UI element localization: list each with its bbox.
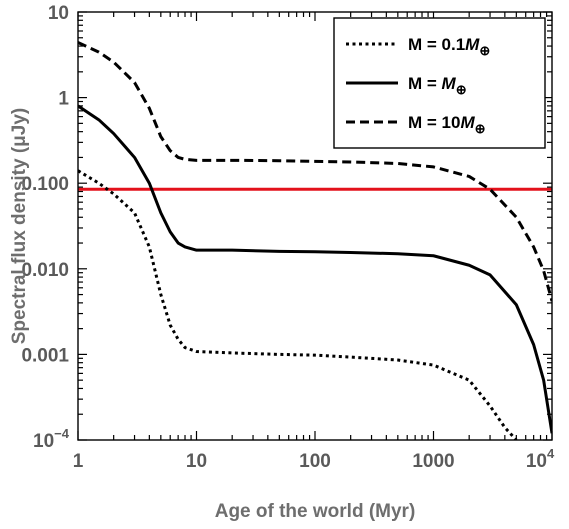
plot-frame xyxy=(77,11,553,441)
series-line-dashed xyxy=(78,41,552,302)
y-tick-label: 0.010 xyxy=(21,260,69,281)
x-axis-label: Age of the world (Myr) xyxy=(215,501,416,522)
x-tick-label: 100 xyxy=(299,451,331,472)
y-tick-label: 10−4 xyxy=(33,426,70,452)
x-tick-label: 1000 xyxy=(412,451,454,472)
y-tick-label: 10 xyxy=(48,3,69,24)
x-tick-label: 1 xyxy=(73,451,84,472)
y-tick-label: 1 xyxy=(58,89,69,110)
y-axis-label: Spectral flux density (μJy) xyxy=(9,108,30,345)
series-line-dotted xyxy=(78,169,518,440)
series-line-solid xyxy=(78,104,552,434)
legend-label-solid: M = M⊕ xyxy=(408,74,467,97)
y-tick-label: 0.100 xyxy=(21,174,69,195)
legend-label-dashed: M = 10M⊕ xyxy=(408,113,486,136)
y-tick-label: 0.001 xyxy=(21,345,69,366)
x-tick-label: 104 xyxy=(526,446,555,472)
x-tick-label: 10 xyxy=(186,451,207,472)
legend-label-dotted: M = 0.1M⊕ xyxy=(408,35,490,58)
